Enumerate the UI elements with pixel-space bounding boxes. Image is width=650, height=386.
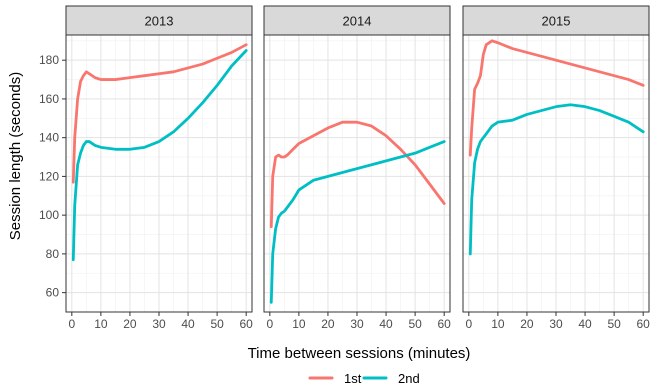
y-tick-label: 100	[39, 208, 59, 222]
y-axis-title: Session length (seconds)	[7, 72, 24, 240]
x-tick-label: 10	[491, 317, 505, 331]
x-tick-label: 50	[210, 317, 224, 331]
x-tick-label: 20	[123, 317, 137, 331]
y-tick-label: 180	[39, 53, 59, 67]
panel-2014: 2014 0 10 20 30 40 50 60	[263, 5, 452, 331]
panel-2013: 2013 0 10 20 30 40 50 60 60 80 100 120 140 160 180	[39, 5, 254, 331]
legend-item-1st: 1st	[308, 371, 362, 386]
y-tick-label: 140	[39, 131, 59, 145]
legend-label: 1st	[344, 371, 362, 386]
x-tick-label: 50	[607, 317, 621, 331]
x-tick-label: 0	[465, 317, 472, 331]
y-tick-label: 160	[39, 92, 59, 106]
y-tick-label: 60	[46, 286, 60, 300]
y-tick-label: 120	[39, 169, 59, 183]
panel-2015: 2015 0 10 20 30 40 50 60	[462, 5, 650, 331]
y-tick-label: 80	[46, 247, 60, 261]
x-tick-label: 60	[438, 317, 452, 331]
x-tick-label: 10	[292, 317, 306, 331]
panel-strip-label: 2013	[145, 14, 174, 29]
legend: 1st 2nd	[308, 371, 420, 386]
panel-strip-label: 2015	[542, 14, 571, 29]
x-tick-label: 30	[152, 317, 166, 331]
x-tick-label: 0	[266, 317, 273, 331]
series-line-1st	[269, 120, 446, 229]
x-tick-label: 30	[549, 317, 563, 331]
x-tick-label: 20	[520, 317, 534, 331]
series-line-2nd	[269, 140, 446, 304]
x-tick-label: 40	[181, 317, 195, 331]
series-line-1st	[71, 43, 248, 184]
x-axis-title: Time between sessions (minutes)	[248, 345, 471, 362]
x-tick-label: 0	[68, 317, 75, 331]
x-tick-label: 10	[94, 317, 108, 331]
x-tick-label: 60	[240, 317, 254, 331]
x-tick-label: 20	[321, 317, 335, 331]
panel-strip	[263, 5, 451, 36]
series-line-2nd	[71, 49, 248, 262]
x-tick-label: 60	[637, 317, 650, 331]
series-line-1st	[468, 39, 645, 157]
legend-label: 2nd	[398, 371, 420, 386]
panel-strip-label: 2014	[343, 14, 372, 29]
x-tick-label: 40	[379, 317, 393, 331]
x-tick-label: 40	[578, 317, 592, 331]
legend-item-2nd: 2nd	[362, 371, 420, 386]
panel-strip	[462, 5, 650, 36]
x-tick-label: 30	[350, 317, 364, 331]
x-tick-label: 50	[408, 317, 422, 331]
series-line-2nd	[468, 103, 645, 256]
panel-strip	[65, 5, 253, 36]
